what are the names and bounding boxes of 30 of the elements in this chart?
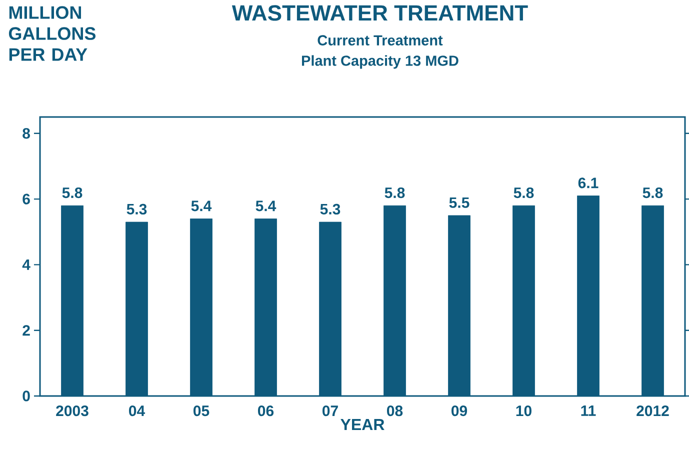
x-tick-label: 2003 xyxy=(56,406,88,416)
data-label: 5.3 xyxy=(320,204,340,214)
data-label: 5.4 xyxy=(256,200,276,212)
y-tick-label: 0 xyxy=(22,390,30,402)
x-tick-label: 11 xyxy=(581,406,596,416)
x-tick-label: 05 xyxy=(194,406,210,416)
data-label: 5.8 xyxy=(384,187,405,198)
y-tick-label: 2 xyxy=(22,325,30,336)
x-axis-title: YEAR xyxy=(340,419,384,430)
chart-title: WASTEWATER TREATMENT xyxy=(232,5,528,21)
y-axis-title: MILLION GALLONS PER DAY xyxy=(8,6,96,61)
data-label: 5.3 xyxy=(126,204,147,214)
data-label: 5.5 xyxy=(449,197,470,208)
x-tick-label: 09 xyxy=(452,406,468,416)
y-tick-label: 8 xyxy=(22,128,30,139)
data-label: 5.8 xyxy=(514,187,534,198)
text: Plant Capacity 13 MGD xyxy=(302,55,458,69)
x-tick-label: 04 xyxy=(129,406,146,416)
chart-subtitle: Current Treatment xyxy=(318,35,443,46)
x-tick-label: 07 xyxy=(322,406,338,416)
data-label: 6.1 xyxy=(578,178,598,188)
y-tick-label: 6 xyxy=(22,194,30,204)
data-label: 5.4 xyxy=(191,200,212,212)
data-label: 5.8 xyxy=(62,187,82,198)
y-tick-label: 4 xyxy=(22,260,30,270)
x-tick-label: 2012 xyxy=(636,406,669,416)
x-tick-label: 10 xyxy=(516,406,532,416)
x-tick-label: 06 xyxy=(258,406,274,416)
x-tick-label: 08 xyxy=(387,406,403,416)
data-label: 5.8 xyxy=(642,187,663,198)
